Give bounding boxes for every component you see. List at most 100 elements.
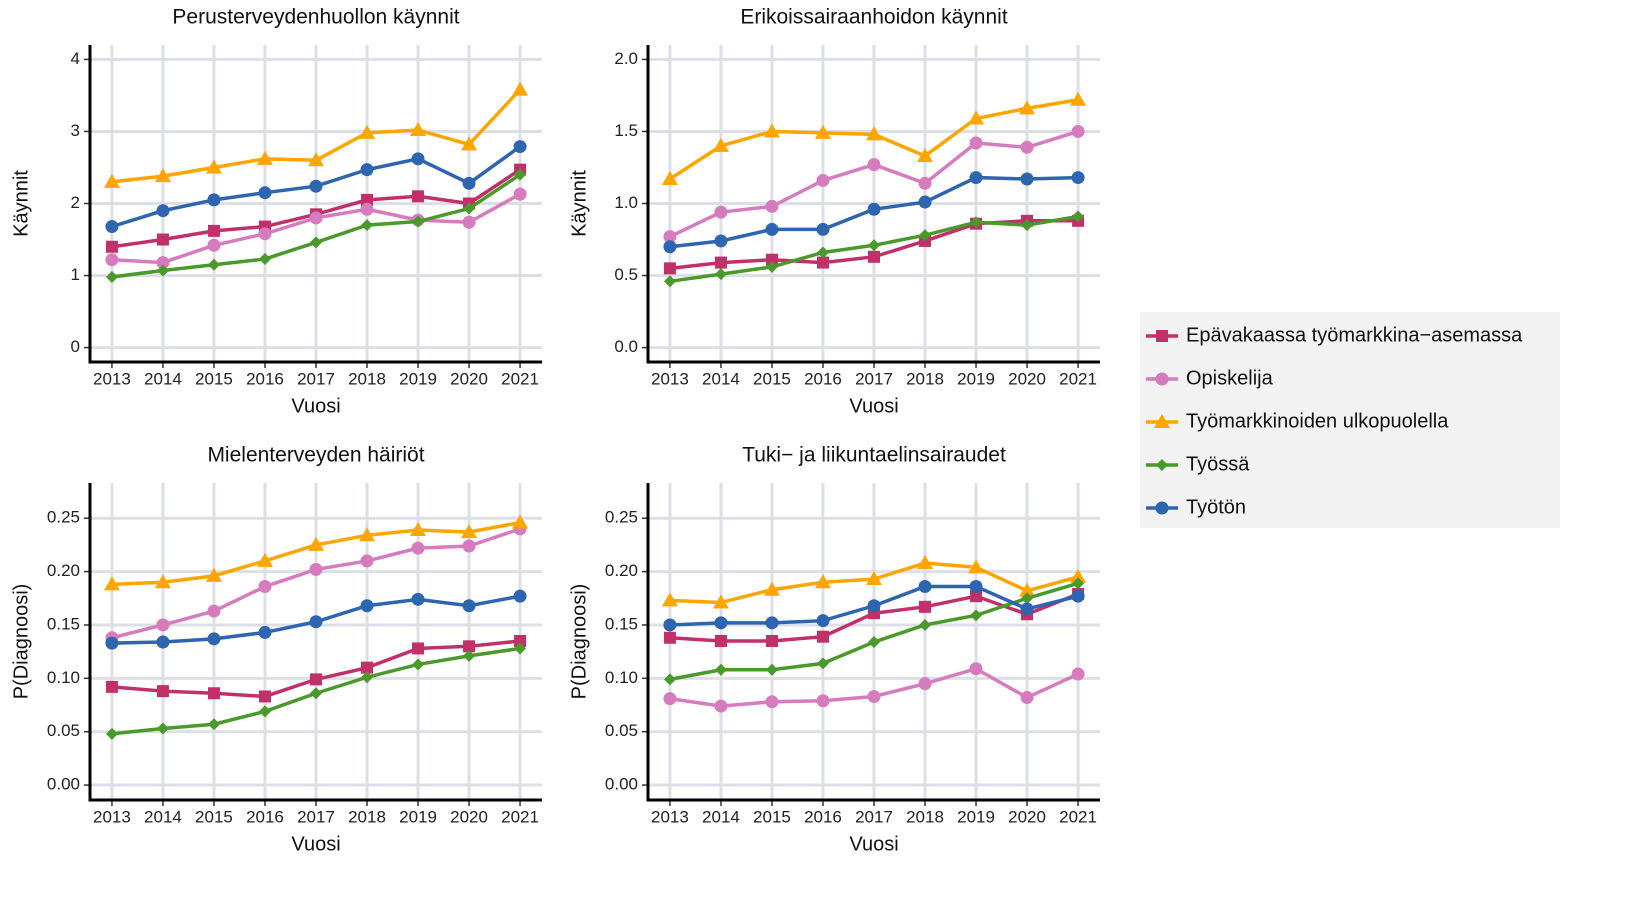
y-tick-label: 0.05 bbox=[605, 721, 638, 740]
marker bbox=[1021, 592, 1034, 605]
marker bbox=[663, 240, 677, 254]
marker bbox=[411, 152, 425, 166]
marker bbox=[359, 124, 376, 139]
marker bbox=[918, 195, 932, 209]
marker bbox=[461, 524, 478, 539]
x-tick-label: 2014 bbox=[144, 369, 182, 388]
marker bbox=[463, 202, 476, 215]
legend-marker bbox=[1156, 459, 1168, 471]
marker bbox=[765, 616, 779, 630]
marker bbox=[411, 592, 425, 606]
marker bbox=[866, 126, 882, 141]
marker bbox=[765, 634, 778, 647]
marker bbox=[105, 220, 119, 234]
x-tick-label: 2014 bbox=[144, 807, 182, 826]
marker bbox=[310, 687, 322, 700]
marker bbox=[463, 640, 476, 653]
y-tick-label: 0.10 bbox=[47, 668, 80, 687]
marker bbox=[360, 599, 374, 613]
marker bbox=[514, 168, 527, 181]
marker bbox=[156, 204, 170, 218]
y-tick-label: 1.0 bbox=[614, 193, 638, 212]
marker bbox=[763, 123, 780, 138]
marker bbox=[712, 594, 729, 609]
marker bbox=[663, 262, 676, 275]
marker bbox=[156, 635, 170, 649]
marker bbox=[412, 658, 425, 671]
y-tick-label: 0 bbox=[71, 337, 80, 356]
marker bbox=[462, 599, 476, 613]
marker bbox=[410, 521, 427, 536]
legend-label: Opiskelija bbox=[1186, 367, 1274, 389]
y-tick-label: 2 bbox=[71, 193, 80, 212]
y-tick-label: 2.0 bbox=[614, 49, 638, 68]
x-tick-label: 2019 bbox=[399, 807, 437, 826]
marker bbox=[1072, 577, 1085, 590]
marker bbox=[258, 580, 272, 594]
marker bbox=[712, 137, 729, 152]
marker bbox=[918, 580, 932, 594]
chart-title: Tuki− ja liikuntaelinsairaudet bbox=[742, 444, 1006, 467]
marker bbox=[361, 219, 374, 232]
marker bbox=[867, 599, 881, 613]
marker bbox=[156, 256, 170, 270]
marker bbox=[308, 536, 324, 551]
marker bbox=[461, 136, 478, 151]
marker bbox=[156, 264, 169, 277]
legend-marker bbox=[1156, 330, 1168, 342]
y-tick-label: 3 bbox=[71, 121, 80, 140]
x-tick-label: 2020 bbox=[450, 807, 488, 826]
legend-label: Epävakaassa työmarkkina−asemassa bbox=[1186, 324, 1523, 346]
marker bbox=[814, 574, 831, 589]
marker bbox=[816, 246, 829, 259]
marker bbox=[462, 539, 476, 553]
chart-title: Mielenterveyden häiriöt bbox=[207, 444, 424, 467]
marker bbox=[663, 230, 677, 244]
marker bbox=[309, 562, 323, 576]
y-tick-label: 0.15 bbox=[47, 614, 80, 633]
marker bbox=[258, 252, 271, 265]
marker bbox=[867, 202, 881, 216]
x-tick-label: 2018 bbox=[348, 807, 386, 826]
marker bbox=[513, 187, 527, 201]
marker bbox=[919, 229, 932, 242]
marker bbox=[968, 559, 985, 574]
marker bbox=[1071, 124, 1085, 138]
marker bbox=[256, 552, 273, 567]
marker bbox=[258, 186, 272, 200]
marker bbox=[207, 258, 220, 271]
y-tick-label: 0.00 bbox=[47, 775, 80, 794]
marker bbox=[154, 574, 171, 589]
y-tick-label: 0.10 bbox=[605, 668, 638, 687]
marker bbox=[258, 705, 271, 718]
y-tick-label: 0.25 bbox=[605, 508, 638, 527]
x-tick-label: 2021 bbox=[501, 807, 539, 826]
marker bbox=[1070, 91, 1087, 106]
marker bbox=[763, 581, 780, 596]
marker bbox=[360, 554, 374, 568]
chart-title: Perusterveydenhuollon käynnit bbox=[172, 6, 459, 29]
marker bbox=[1020, 172, 1034, 186]
marker bbox=[868, 239, 880, 252]
x-axis-label: Vuosi bbox=[849, 833, 898, 855]
marker bbox=[1071, 667, 1085, 681]
legend-marker bbox=[1155, 501, 1169, 515]
legend-box bbox=[1140, 312, 1560, 528]
x-axis-label: Vuosi bbox=[291, 395, 340, 417]
marker bbox=[765, 260, 778, 273]
marker bbox=[207, 238, 221, 252]
marker bbox=[310, 236, 322, 249]
x-tick-label: 2019 bbox=[957, 807, 995, 826]
marker bbox=[868, 636, 880, 649]
marker bbox=[156, 618, 170, 632]
marker bbox=[310, 673, 322, 686]
y-tick-label: 0.15 bbox=[605, 614, 638, 633]
marker bbox=[918, 677, 932, 691]
marker bbox=[359, 527, 376, 542]
marker bbox=[663, 275, 676, 288]
x-tick-label: 2018 bbox=[906, 807, 944, 826]
x-tick-label: 2015 bbox=[195, 807, 233, 826]
marker bbox=[917, 147, 934, 162]
marker bbox=[207, 224, 220, 237]
x-tick-label: 2017 bbox=[297, 807, 335, 826]
